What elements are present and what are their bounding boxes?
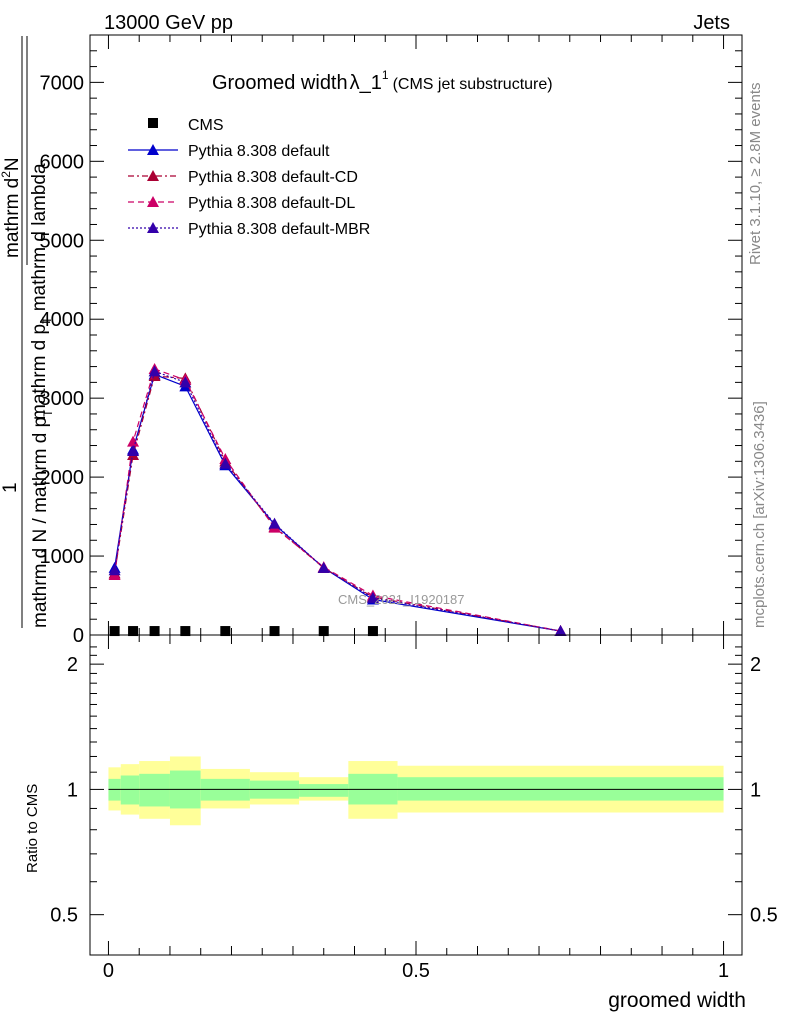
cms-data-point bbox=[180, 626, 191, 637]
legend-label: Pythia 8.308 default bbox=[188, 143, 330, 160]
series-marker-dl bbox=[127, 435, 140, 447]
main-ytick-label: 5000 bbox=[40, 230, 85, 252]
title-sup: 1 bbox=[382, 68, 389, 82]
title-main: Groomed width bbox=[212, 72, 348, 94]
svg-text:mathrm d N / mathrm d pT: mathrm d N / mathrm d pT bbox=[30, 409, 55, 628]
title-lambda: λ_1 bbox=[350, 72, 382, 94]
legend-label: Pythia 8.308 default-CD bbox=[188, 169, 358, 186]
legend-marker bbox=[147, 222, 159, 233]
ratio-bands bbox=[108, 756, 724, 826]
series-marker-mbr bbox=[366, 591, 379, 603]
main-y-axis-label: 1 mathrm d2N mathrm d pT mathrm d lambda… bbox=[0, 36, 55, 628]
main-ytick-label: 7000 bbox=[40, 72, 85, 94]
main-ytick-label: 0 bbox=[73, 625, 84, 647]
xtick-label: 0 bbox=[103, 960, 114, 982]
watermark-label: CMS_2021_I1920187 bbox=[338, 592, 465, 607]
series-marker-mbr bbox=[148, 365, 161, 377]
ratio-ytick-label-left: 2 bbox=[67, 654, 78, 676]
cms-data-point bbox=[220, 626, 231, 637]
legend-label: Pythia 8.308 default-MBR bbox=[188, 221, 370, 238]
ylabel-prefix: 1 bbox=[0, 482, 21, 493]
svg-text:mathrm d pT mathrm d lambda: mathrm d pT mathrm d lambda bbox=[29, 163, 54, 420]
ylabel-numerator-tail: N bbox=[2, 157, 23, 171]
ratio-y-axis: 0.5 0.5 1 1 2 2 bbox=[50, 646, 778, 927]
cms-data-point bbox=[109, 626, 120, 637]
legend-label: Pythia 8.308 default-DL bbox=[188, 195, 355, 212]
ylabel-numerator-sup: 2 bbox=[0, 171, 13, 178]
cms-data-point bbox=[318, 626, 329, 637]
main-y-axis: 0 1000 2000 3000 4000 5000 6000 7000 bbox=[40, 35, 742, 647]
ylabel-outer-denominator-sub: T bbox=[41, 409, 55, 417]
legend-marker bbox=[147, 170, 159, 181]
main-ytick-label: 6000 bbox=[40, 151, 85, 173]
series-marker-mbr bbox=[108, 564, 121, 576]
title-sub: (CMS jet substructure) bbox=[393, 76, 553, 93]
x-axis: 0 0.5 1 bbox=[103, 635, 729, 982]
mcplots-label: mcplots.cern.ch [arXiv:1306.3436] bbox=[751, 401, 768, 628]
series-marker-mbr bbox=[268, 517, 281, 529]
rivet-label: Rivet 3.1.10, ≥ 2.8M events bbox=[747, 83, 764, 266]
ylabel-numerator: mathrm d bbox=[2, 178, 23, 258]
series-marker-mbr bbox=[317, 561, 330, 573]
ylabel-denominator-sub: T bbox=[40, 316, 54, 324]
chart-title: Groomed width λ_11 (CMS jet substructure) bbox=[212, 68, 553, 94]
ratio-ytick-label-right: 2 bbox=[750, 654, 761, 676]
series-line-mbr bbox=[114, 370, 561, 632]
series-marker-mbr bbox=[219, 457, 232, 469]
cms-data-point bbox=[269, 626, 280, 637]
cms-data-point bbox=[367, 626, 378, 637]
xtick-label: 0.5 bbox=[402, 960, 430, 982]
ratio-band-inner bbox=[139, 773, 170, 807]
ratio-band-inner bbox=[120, 775, 140, 805]
legend-marker bbox=[147, 144, 159, 155]
xtick-label: 1 bbox=[718, 960, 729, 982]
ratio-ytick-label-right: 0.5 bbox=[750, 905, 778, 927]
ratio-ytick-label-right: 1 bbox=[750, 779, 761, 801]
ylabel-denominator-tail: mathrm d lambda bbox=[29, 163, 50, 317]
main-ytick-label: 2000 bbox=[40, 467, 85, 489]
main-ytick-label: 3000 bbox=[40, 388, 85, 410]
legend: CMS Pythia 8.308 default Pythia 8.308 defa… bbox=[128, 117, 370, 238]
ylabel-denominator: mathrm d p bbox=[29, 324, 50, 420]
cms-data-point bbox=[128, 626, 139, 637]
series-marker-mbr bbox=[554, 625, 567, 637]
ratio-band-inner bbox=[299, 784, 349, 797]
ratio-ytick-label-left: 1 bbox=[67, 779, 78, 801]
legend-marker bbox=[147, 196, 159, 207]
legend-marker bbox=[148, 118, 158, 128]
x-axis-label: groomed width bbox=[608, 989, 746, 1012]
ratio-ytick-label-left: 0.5 bbox=[50, 905, 78, 927]
legend-label: CMS bbox=[188, 117, 224, 134]
svg-text:mathrm d2N: mathrm d2N bbox=[0, 157, 23, 258]
ratio-band-inner bbox=[397, 777, 724, 801]
series-marker-mbr bbox=[127, 445, 140, 457]
ylabel-outer-denominator: mathrm d N / mathrm d p bbox=[30, 417, 51, 628]
main-series-group bbox=[108, 362, 567, 637]
ratio-ylabel: Ratio to CMS bbox=[24, 784, 41, 873]
series-marker-mbr bbox=[179, 376, 192, 388]
process-label: Jets bbox=[693, 12, 730, 34]
main-ytick-label: 4000 bbox=[40, 309, 85, 331]
energy-label: 13000 GeV pp bbox=[104, 12, 233, 34]
main-ytick-label: 1000 bbox=[40, 546, 85, 568]
cms-data-point bbox=[149, 626, 160, 637]
